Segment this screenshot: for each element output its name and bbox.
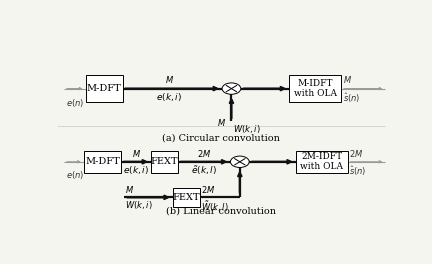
Bar [86,76,123,102]
Text: $2M$: $2M$ [201,183,216,195]
Text: $W(k,i)$: $W(k,i)$ [125,199,153,211]
Text: $2M$: $2M$ [197,148,211,158]
Text: $e(k,i)$: $e(k,i)$ [123,164,149,176]
Bar [84,150,121,173]
Text: M-DFT: M-DFT [85,157,120,166]
Text: $W(k,i)$: $W(k,i)$ [233,123,260,135]
Text: FEXT: FEXT [172,193,200,202]
Text: 2M-IDFT
with OLA: 2M-IDFT with OLA [300,152,343,172]
Bar [151,150,178,173]
Text: M-IDFT
with OLA: M-IDFT with OLA [294,79,337,98]
Bar [289,76,341,102]
Text: $\tilde{W}(k,l)$: $\tilde{W}(k,l)$ [201,199,229,214]
Text: M-DFT: M-DFT [87,84,121,93]
Text: $\hat{s}(n)$: $\hat{s}(n)$ [343,91,360,105]
Circle shape [222,83,241,94]
Text: $M$: $M$ [125,183,134,195]
Text: (b) Linear convolution: (b) Linear convolution [166,206,276,215]
Text: $e(n)$: $e(n)$ [66,169,84,181]
Bar [173,188,200,206]
Text: $e(k,i)$: $e(k,i)$ [156,91,182,103]
Text: (a) Circular convolution: (a) Circular convolution [162,133,280,142]
Text: $\hat{s}(n)$: $\hat{s}(n)$ [349,164,367,178]
Text: $M$: $M$ [131,148,140,158]
Text: $M$: $M$ [165,74,174,85]
Text: $\tilde{e}(k,l)$: $\tilde{e}(k,l)$ [191,164,217,177]
Circle shape [230,156,249,167]
Bar [296,150,348,173]
Text: $e(n)$: $e(n)$ [66,97,84,109]
Text: $M$: $M$ [343,74,352,85]
Text: $2M$: $2M$ [349,148,364,158]
Text: $M$: $M$ [217,117,226,128]
Text: FEXT: FEXT [151,157,178,166]
